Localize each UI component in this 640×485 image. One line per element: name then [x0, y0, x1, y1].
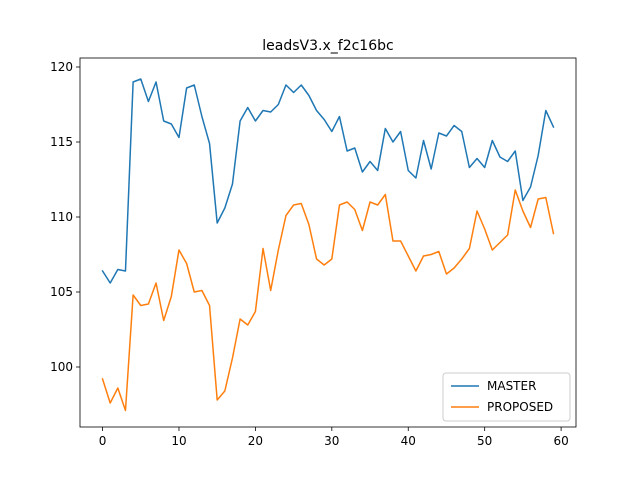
- series-line-proposed: [101, 189, 555, 412]
- axes: 0 10 20 30 40 50 60 100 105 110 115 120: [50, 57, 577, 448]
- legend-label-proposed: PROPOSED: [487, 400, 553, 414]
- x-tick-label: 50: [477, 434, 492, 448]
- plot-background: [80, 58, 576, 427]
- legend-label-master: MASTER: [487, 379, 536, 393]
- x-tick-label: 20: [248, 434, 263, 448]
- y-tick-label: 115: [50, 135, 73, 149]
- y-tick-label: 100: [50, 360, 73, 374]
- y-tick-label: 110: [50, 210, 73, 224]
- plot-area: [80, 58, 576, 427]
- y-tick-label: 120: [50, 60, 73, 74]
- x-tick-label: 60: [553, 434, 568, 448]
- x-tick-label: 40: [401, 434, 416, 448]
- y-tick-label: 105: [50, 285, 73, 299]
- legend-box: [442, 372, 571, 422]
- x-tick-label: 30: [324, 434, 339, 448]
- legend: MASTER PROPOSED: [442, 372, 571, 422]
- series-line-master: [101, 78, 555, 284]
- x-tick-label: 10: [171, 434, 186, 448]
- axes-frame: [79, 57, 577, 428]
- chart-title: leadsV3.x_f2c16bc: [262, 38, 393, 54]
- x-tick-label: 0: [99, 434, 107, 448]
